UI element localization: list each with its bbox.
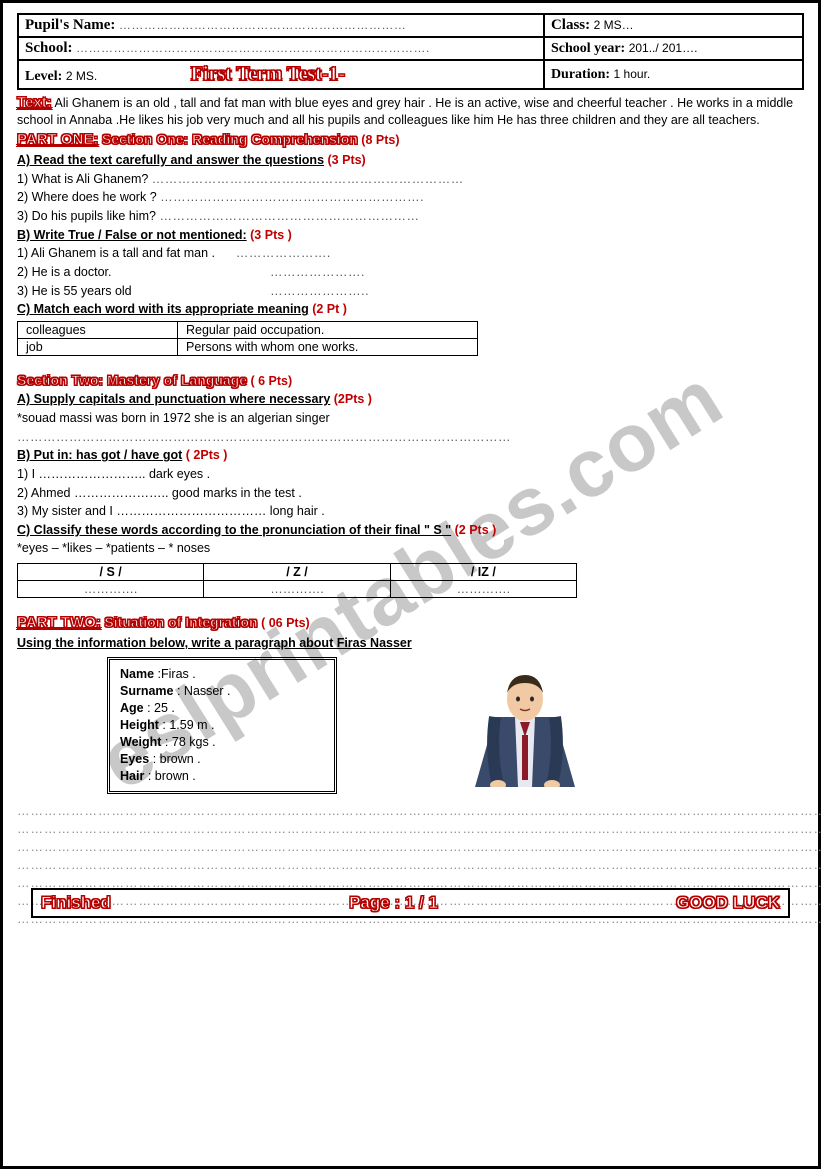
q3: 3) Do his pupils like him? <box>17 209 156 223</box>
s2-b-title: B) Put in: has got / have got <box>17 448 182 462</box>
match-r2c2: Persons with whom one works. <box>178 338 478 355</box>
answer-line-2[interactable]: …………………………………………………………………………………………………………… <box>17 822 804 836</box>
b3-blank[interactable]: ………………….. <box>270 284 369 298</box>
class-value: 2 MS… <box>594 18 634 32</box>
text-label: Text: <box>17 94 52 111</box>
level-value: 2 MS. <box>66 69 97 83</box>
section2-pts: ( 6 Pts) <box>250 374 292 388</box>
b2: 2) He is a doctor. <box>17 265 112 279</box>
p1-a-title: A) Read the text carefully and answer th… <box>17 153 324 167</box>
s2-a-sentence: *souad massi was born in 1972 she is an … <box>17 411 804 427</box>
q1: 1) What is Ali Ghanem? <box>17 172 148 186</box>
s2-a-pts: (2Pts ) <box>334 392 372 406</box>
age-l: Age <box>120 701 144 715</box>
school-dots[interactable]: …………………………………………………………………………. <box>76 41 430 55</box>
s2-c-title: C) Classify these words according to the… <box>17 523 451 537</box>
hai-v: : brown . <box>148 769 196 783</box>
duration-label: Duration: <box>551 67 610 82</box>
person-illustration <box>460 657 590 790</box>
year-label: School year: <box>551 41 625 56</box>
answer-line-3[interactable]: …………………………………………………………………………………………………………… <box>17 840 804 854</box>
match-r2c1: job <box>18 338 178 355</box>
footer-bar: Finished Page : 1 / 1 GOOD LUCK <box>31 888 790 918</box>
part-two-label: PART TWO: <box>17 614 101 631</box>
school-label: School: <box>25 40 73 56</box>
sz-table: / S / / Z / / IZ / …………. …………. …………. <box>17 563 577 598</box>
s2-b-pts: ( 2Pts ) <box>186 448 228 462</box>
name-l: Name <box>120 667 154 681</box>
sz-d1[interactable]: …………. <box>18 581 204 598</box>
q2-blank[interactable]: ……………………………………………………. <box>160 190 424 204</box>
age-v: : 25 . <box>147 701 175 715</box>
year-value: 201../ 201…. <box>629 41 698 55</box>
s2-a-dots[interactable]: …………………………………………………………………………………………………… <box>17 430 804 446</box>
eye-l: Eyes <box>120 752 149 766</box>
q2: 2) Where does he work ? <box>17 190 157 204</box>
footer-center: Page : 1 / 1 <box>349 893 438 913</box>
page: eslprintables.com Pupil's Name: ……………………… <box>0 0 821 1169</box>
match-r1c1: colleagues <box>18 321 178 338</box>
level-label: Level: <box>25 69 62 84</box>
sz-d3[interactable]: …………. <box>390 581 576 598</box>
answer-line-1[interactable]: …………………………………………………………………………………………………………… <box>17 804 804 818</box>
s2-c-pts: (2 Pts ) <box>455 523 497 537</box>
q3-blank[interactable]: …………………………………………………… <box>159 209 419 223</box>
b2-blank[interactable]: …………………. <box>270 265 365 279</box>
hei-v: : 1.59 m . <box>162 718 214 732</box>
info-box: Name :Firas . Surname : Nasser . Age : 2… <box>107 657 337 793</box>
sz-h3: / IZ / <box>390 564 576 581</box>
duration-value: 1 hour. <box>614 67 651 81</box>
s2-b2[interactable]: 2) Ahmed ………………….. good marks in the tes… <box>17 486 804 502</box>
class-label: Class: <box>551 17 590 33</box>
hei-l: Height <box>120 718 159 732</box>
match-r1c2: Regular paid occupation. <box>178 321 478 338</box>
section2-title: Section Two: Mastery of Language <box>17 372 247 388</box>
part-one-label: PART ONE: <box>17 131 98 148</box>
s2-b1[interactable]: 1) I …………………….. dark eyes . <box>17 467 804 483</box>
test-title: First Term Test-1- <box>191 63 345 85</box>
sur-v: : Nasser . <box>177 684 231 698</box>
sz-h1: / S / <box>18 564 204 581</box>
wei-l: Weight <box>120 735 161 749</box>
name-v: :Firas . <box>158 667 196 681</box>
pupil-label: Pupil's Name: <box>25 17 115 33</box>
p1-b-title: B) Write True / False or not mentioned: <box>17 228 247 242</box>
wei-v: : 78 kgs . <box>165 735 216 749</box>
header-table: Pupil's Name: …………………………………………………………… Cl… <box>17 13 804 90</box>
footer-right: GOOD LUCK <box>676 893 780 913</box>
p1-c-title: C) Match each word with its appropriate … <box>17 302 309 316</box>
section1-title: Section One: Reading Comprehension <box>102 131 358 147</box>
answer-line-4[interactable]: …………………………………………………………………………………………………………… <box>17 858 804 872</box>
s2-c-words: *eyes – *likes – *patients – * noses <box>17 541 804 557</box>
text-body: Ali Ghanem is an old , tall and fat man … <box>17 96 793 127</box>
eye-v: : brown . <box>153 752 201 766</box>
b1: 1) Ali Ghanem is a tall and fat man . <box>17 246 215 260</box>
sz-h2: / Z / <box>204 564 390 581</box>
part-two-title: Situation of Integration <box>104 614 257 630</box>
s2-b3[interactable]: 3) My sister and I ……………………………… long hai… <box>17 504 804 520</box>
sz-d2[interactable]: …………. <box>204 581 390 598</box>
part-two-instruction: Using the information below, write a par… <box>17 636 804 652</box>
b1-blank[interactable]: …………………. <box>236 246 331 260</box>
part-two-pts: ( 06 Pts) <box>261 616 310 630</box>
p1-b-pts: (3 Pts ) <box>250 228 292 242</box>
section1-pts: (8 Pts) <box>361 133 399 147</box>
footer-left: Finished <box>41 893 111 913</box>
b3: 3) He is 55 years old <box>17 284 132 298</box>
match-table: colleaguesRegular paid occupation. jobPe… <box>17 321 478 356</box>
q1-blank[interactable]: ……………………………………………………………… <box>152 172 464 186</box>
pupil-dots[interactable]: …………………………………………………………… <box>119 18 407 32</box>
p1-a-pts: (3 Pts) <box>328 153 366 167</box>
p1-c-pts: (2 Pt ) <box>312 302 347 316</box>
content: Pupil's Name: …………………………………………………………… Cl… <box>17 13 804 926</box>
sur-l: Surname <box>120 684 174 698</box>
hai-l: Hair <box>120 769 144 783</box>
s2-a-title: A) Supply capitals and punctuation where… <box>17 392 330 406</box>
